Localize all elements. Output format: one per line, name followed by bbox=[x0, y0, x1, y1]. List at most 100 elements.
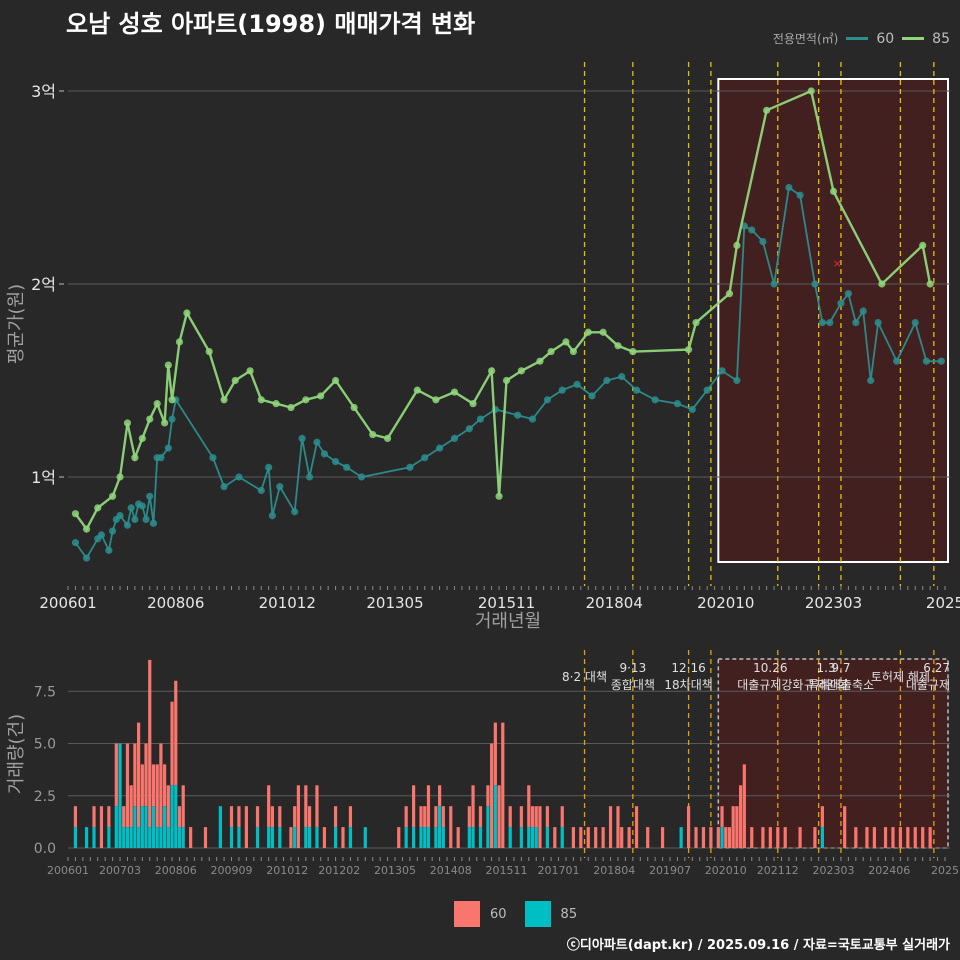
series-60-point bbox=[235, 473, 243, 481]
bar-85 bbox=[129, 827, 133, 848]
series-60-point bbox=[127, 504, 135, 512]
x-tick-label: 201305 bbox=[366, 594, 423, 612]
bar-85 bbox=[118, 743, 122, 848]
bar-60 bbox=[229, 806, 234, 828]
bar-60 bbox=[742, 764, 746, 848]
bar-60 bbox=[586, 827, 590, 848]
series-60-point bbox=[320, 450, 329, 458]
bar-60 bbox=[159, 743, 163, 828]
series-60-point bbox=[138, 502, 146, 510]
series-85-point bbox=[614, 342, 622, 350]
y-axis-title: 평균가(원) bbox=[6, 284, 27, 364]
bar-x-tick-label: 200703 bbox=[99, 864, 141, 877]
bar-60 bbox=[497, 785, 501, 848]
bar-85 bbox=[411, 827, 416, 848]
series-60-point bbox=[703, 386, 711, 394]
bar-60 bbox=[486, 785, 490, 807]
bar-60 bbox=[716, 827, 720, 848]
legend-60-swatch bbox=[846, 37, 869, 40]
series-60-point bbox=[436, 444, 444, 452]
series-85-point bbox=[161, 419, 169, 427]
series-85-point bbox=[246, 367, 254, 375]
series-85-point bbox=[450, 388, 459, 396]
series-60-point bbox=[733, 376, 741, 385]
series-60-point bbox=[476, 415, 485, 423]
bar-60 bbox=[278, 806, 282, 828]
series-60-point bbox=[450, 434, 459, 442]
bar-85 bbox=[137, 827, 141, 848]
bar-60 bbox=[426, 785, 431, 828]
bar-60 bbox=[921, 827, 925, 848]
bar-60 bbox=[148, 659, 152, 828]
series-60-point bbox=[105, 546, 113, 554]
series-85-point bbox=[116, 473, 124, 481]
bar-highlight-region bbox=[717, 658, 949, 849]
bar-60 bbox=[107, 806, 111, 828]
series-60-point bbox=[603, 376, 611, 385]
bar-60 bbox=[296, 785, 300, 848]
bar-60 bbox=[137, 722, 141, 828]
bar-60 bbox=[501, 722, 505, 848]
bar-60 bbox=[872, 827, 876, 848]
series-60-point bbox=[759, 237, 767, 246]
series-85-point bbox=[536, 357, 544, 365]
bar-x-tick-label: 200601 bbox=[47, 864, 89, 877]
series-60-point bbox=[331, 457, 340, 466]
series-60-point bbox=[305, 473, 314, 481]
series-60-point bbox=[558, 386, 566, 394]
x-tick-label: 201511 bbox=[478, 594, 535, 612]
bar-85 bbox=[84, 827, 89, 848]
price-chart: 1억 2억 3억 200601 200806 201012 201305 201511 2018… bbox=[6, 62, 960, 632]
series-85-point bbox=[692, 319, 700, 327]
bar-60 bbox=[534, 806, 538, 828]
policy-annotation: 8·2 대책 bbox=[562, 669, 607, 684]
bar-60 bbox=[694, 827, 698, 848]
bar-85 bbox=[315, 827, 319, 848]
series-60-point bbox=[837, 299, 845, 307]
bar-60 bbox=[449, 806, 453, 848]
series-60-point bbox=[465, 425, 473, 433]
bar-60 bbox=[493, 722, 497, 786]
bar-60 bbox=[519, 806, 523, 828]
series-60-point bbox=[844, 290, 852, 298]
bar-85 bbox=[278, 827, 282, 848]
series-60-point bbox=[922, 357, 931, 365]
series-60-point bbox=[116, 511, 124, 520]
bar-60 bbox=[411, 785, 416, 828]
bar-60 bbox=[133, 743, 137, 807]
series-60-point bbox=[108, 527, 117, 535]
bar-85 bbox=[426, 827, 431, 848]
bar-85 bbox=[114, 806, 118, 848]
bar-60 bbox=[798, 827, 802, 848]
x-tick-label: 200806 bbox=[147, 594, 204, 612]
bar-60 bbox=[701, 827, 706, 848]
series-85-point bbox=[205, 347, 213, 356]
bar-60 bbox=[660, 827, 665, 848]
bar-85 bbox=[471, 827, 475, 848]
policy-annotation: 10.26 bbox=[753, 661, 787, 675]
series-85-point bbox=[331, 376, 340, 385]
series-60-point bbox=[357, 473, 366, 481]
bar-legend: 60 85 bbox=[454, 901, 577, 927]
bar-60 bbox=[820, 806, 824, 828]
bar-60 bbox=[289, 827, 293, 848]
bar-85 bbox=[177, 827, 182, 848]
bar-60 bbox=[404, 806, 408, 828]
series-85-point bbox=[131, 454, 139, 462]
bar-60 bbox=[813, 827, 817, 848]
bar-x-tick-label: 201804 bbox=[593, 864, 635, 877]
bar-60 bbox=[913, 827, 917, 848]
bar-60 bbox=[174, 680, 178, 786]
bar-60 bbox=[646, 827, 650, 848]
series-85-point bbox=[220, 396, 228, 404]
bar-85 bbox=[163, 806, 167, 848]
bar-60 bbox=[244, 806, 248, 848]
x-tick-label: 200601 bbox=[39, 594, 96, 612]
bar-60 bbox=[237, 806, 241, 828]
bar-60 bbox=[865, 827, 869, 848]
policy-annotation: 9·13 bbox=[619, 661, 646, 675]
series-85-point bbox=[123, 419, 132, 427]
series-60-point bbox=[588, 392, 596, 400]
bar-85 bbox=[155, 827, 159, 848]
series-60-point bbox=[911, 319, 919, 327]
